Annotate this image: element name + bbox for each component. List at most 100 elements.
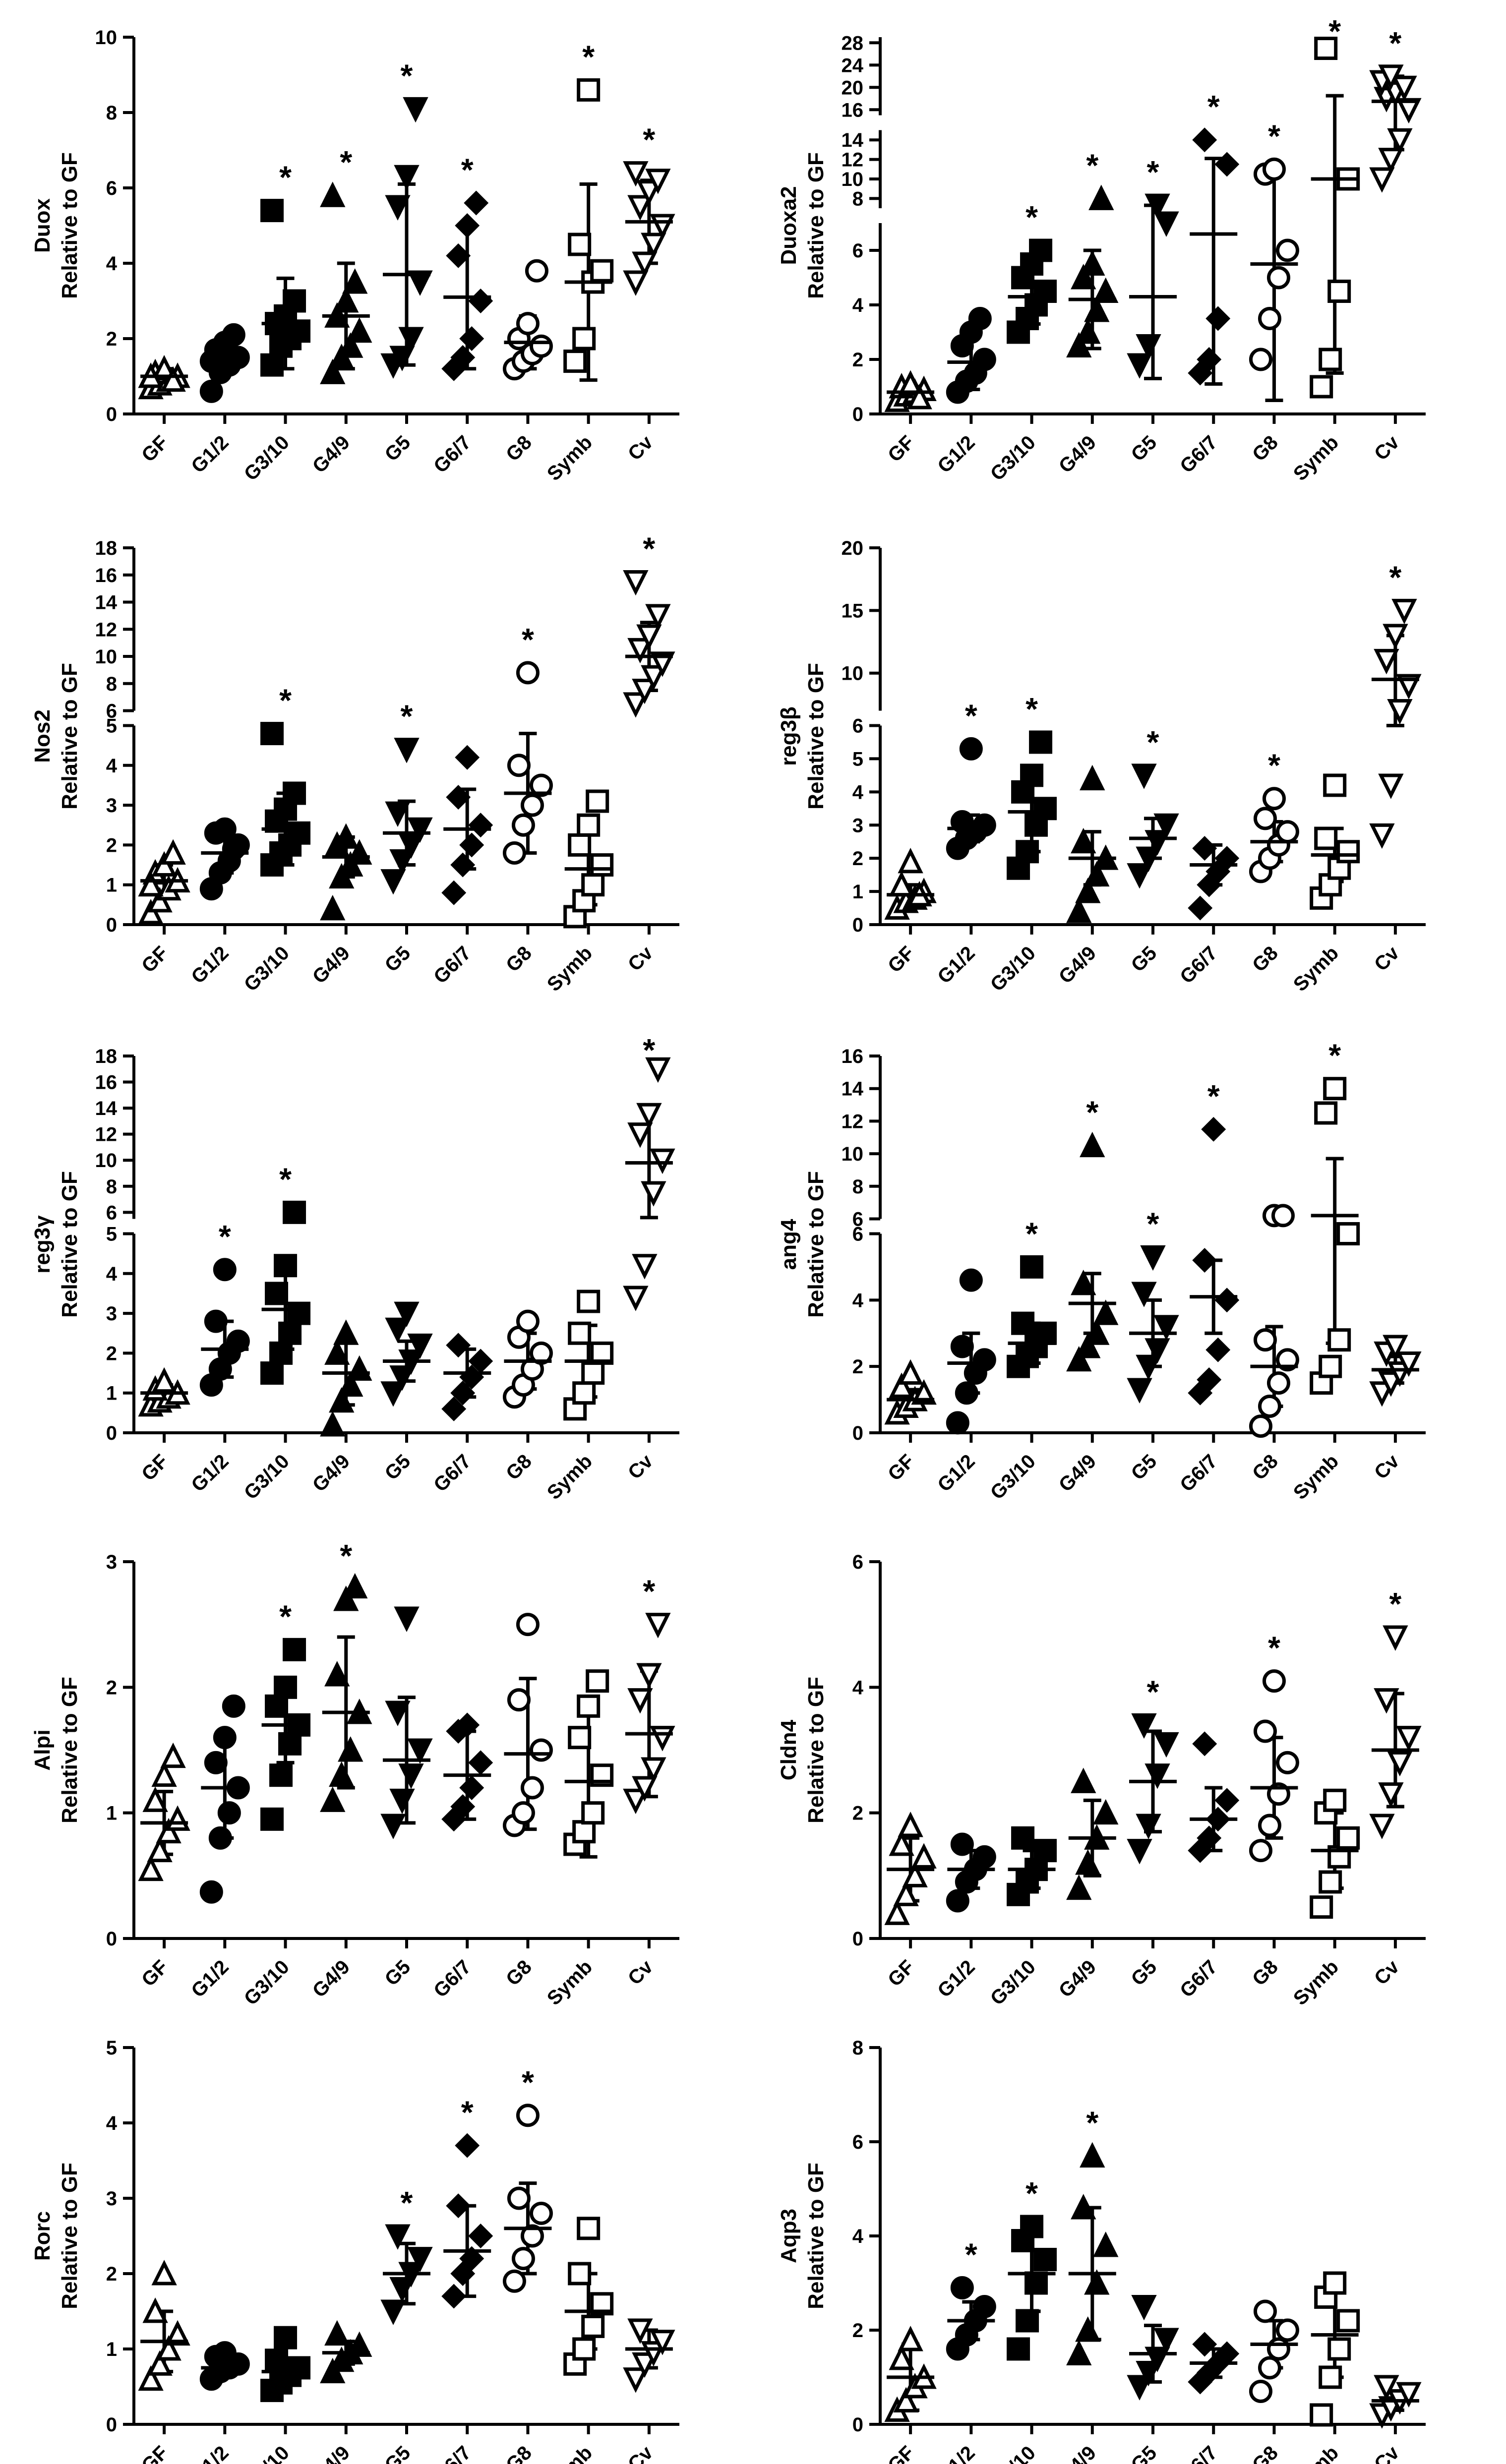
y-tick-label: 8 xyxy=(852,2037,863,2059)
data-point xyxy=(1396,1351,1422,1377)
data-point xyxy=(1378,773,1404,799)
data-point xyxy=(884,1899,910,1925)
x-category-label: G4/9 xyxy=(308,1450,354,1496)
data-point xyxy=(1249,1414,1272,1438)
data-point xyxy=(213,2341,237,2365)
data-point xyxy=(385,1317,411,1344)
data-point xyxy=(650,2330,675,2355)
y-tick-label: 6 xyxy=(852,1551,863,1573)
y-tick-label: 6 xyxy=(852,240,863,262)
y-axis-subtitle: Relative to GF xyxy=(58,663,82,810)
data-point xyxy=(1327,1328,1351,1352)
x-category-label: Cv xyxy=(624,942,658,976)
data-point xyxy=(1153,813,1179,839)
data-point xyxy=(623,2367,649,2393)
x-category-label: G4/9 xyxy=(1055,942,1100,988)
data-point xyxy=(1071,827,1096,854)
significance-star: * xyxy=(1207,1078,1220,1114)
data-point xyxy=(1127,2375,1152,2401)
data-point xyxy=(572,2337,596,2361)
data-point xyxy=(1319,2365,1342,2389)
data-point xyxy=(1314,1101,1338,1125)
y-tick-label: 20 xyxy=(842,537,864,559)
data-point xyxy=(260,1361,284,1385)
x-category-label: G1/2 xyxy=(187,2442,233,2464)
data-point xyxy=(385,1701,411,1726)
data-point xyxy=(636,180,662,206)
data-point xyxy=(138,899,164,925)
data-point xyxy=(324,2320,350,2346)
data-point xyxy=(516,312,540,336)
data-point xyxy=(394,1301,420,1327)
data-point xyxy=(1249,2380,1272,2403)
significance-star: * xyxy=(1389,1586,1401,1622)
significance-star: * xyxy=(340,1538,352,1574)
data-point xyxy=(1253,807,1277,830)
data-point xyxy=(446,2193,471,2219)
data-point xyxy=(1369,823,1395,849)
data-point xyxy=(1266,266,1290,290)
data-point xyxy=(1319,1354,1342,1378)
data-point xyxy=(468,1349,493,1374)
data-point xyxy=(1131,1282,1157,1307)
data-point xyxy=(1071,2194,1096,2220)
data-point xyxy=(1266,2337,1290,2361)
data-point xyxy=(568,833,592,857)
y-axis-subtitle: Relative to GF xyxy=(804,152,828,299)
data-point xyxy=(1007,2337,1030,2361)
data-point xyxy=(1127,1378,1152,1404)
x-category-label: G1/2 xyxy=(933,1956,979,2001)
significance-star: * xyxy=(1328,1038,1341,1073)
data-point xyxy=(165,2320,190,2346)
data-point xyxy=(1387,699,1413,725)
data-point xyxy=(520,2224,544,2248)
y-tick-label: 0 xyxy=(106,2414,117,2436)
x-category-label: G1/2 xyxy=(187,942,233,988)
data-point xyxy=(1275,1751,1299,1774)
data-point xyxy=(1253,2299,1277,2323)
significance-star: * xyxy=(340,144,352,180)
y-tick-label: 10 xyxy=(95,646,118,668)
data-point xyxy=(1153,1315,1179,1341)
data-point xyxy=(586,1669,609,1693)
data-point xyxy=(204,1751,228,1774)
data-point xyxy=(529,1738,553,1762)
significance-star: * xyxy=(1328,13,1341,49)
y-tick-label: 5 xyxy=(852,748,863,770)
x-category-label: Symb xyxy=(1289,2442,1343,2464)
x-category-label: Symb xyxy=(543,942,597,996)
data-point xyxy=(650,1726,675,1752)
x-category-label: G3/10 xyxy=(986,1450,1040,1504)
y-tick-label: 14 xyxy=(95,592,118,614)
significance-star: * xyxy=(1389,559,1401,595)
y-axis-title: Rorc xyxy=(30,2211,55,2261)
significance-star: * xyxy=(965,698,977,733)
data-point xyxy=(529,334,553,358)
data-point xyxy=(333,1585,359,1611)
data-point xyxy=(1145,1763,1170,1789)
data-point xyxy=(1378,1782,1404,1808)
chart-panel-ang4: 0 2 4 66 8 10 12 14 16 ang4 Relative to GF GF G1/2 G3… xyxy=(777,1038,1426,1504)
y-tick-label: 18 xyxy=(95,537,118,559)
y-tick-label: 5 xyxy=(106,1224,117,1245)
data-point xyxy=(1383,1335,1408,1360)
data-point xyxy=(380,1381,406,1407)
data-point xyxy=(1258,2356,1281,2380)
data-point xyxy=(581,1801,605,1825)
data-point xyxy=(627,1688,653,1714)
y-axis-title: Duoxa2 xyxy=(777,186,801,265)
y-tick-label: 4 xyxy=(106,1263,118,1285)
significance-star: * xyxy=(1086,2105,1098,2141)
data-point xyxy=(142,2297,168,2323)
y-tick-label: 1 xyxy=(106,2339,117,2360)
data-point xyxy=(1214,1788,1240,1813)
data-point xyxy=(650,651,675,677)
data-point xyxy=(1310,375,1333,399)
x-category-label: G4/9 xyxy=(1055,1956,1100,2001)
data-point xyxy=(1262,157,1286,181)
data-point xyxy=(204,1309,228,1333)
data-point xyxy=(283,289,306,313)
data-point xyxy=(627,2318,653,2344)
data-point xyxy=(1127,353,1152,379)
y-tick-label: 3 xyxy=(106,1551,117,1573)
